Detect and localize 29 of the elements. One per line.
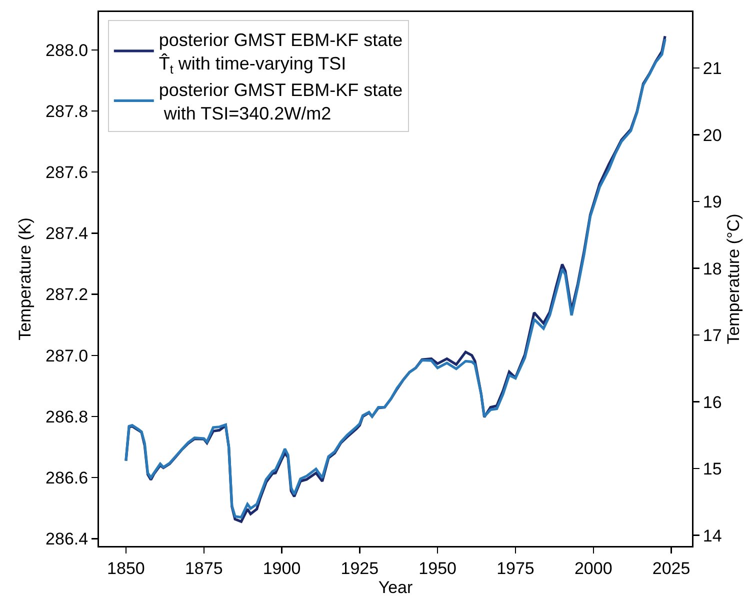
y-tick-label: 287.6 — [46, 163, 88, 182]
x-tick-label: 1925 — [340, 558, 379, 578]
y-axis-title: Temperature (K) — [15, 218, 34, 340]
y2-tick-label: 14 — [702, 526, 722, 546]
y-tick-label: 287.0 — [46, 346, 88, 366]
y2-tick-label: 20 — [702, 126, 722, 145]
x-tick-label: 2025 — [652, 558, 690, 578]
y2-tick-label: 16 — [702, 392, 722, 412]
y2-axis-title: Temperature (°C) — [724, 214, 743, 344]
y-tick-label: 287.4 — [46, 224, 88, 244]
x-tick-label: 1900 — [262, 558, 301, 578]
x-tick-label: 1975 — [496, 558, 534, 578]
x-tick-label: 2000 — [574, 558, 612, 578]
y2-tick-label: 18 — [702, 259, 722, 278]
x-tick-label: 1950 — [418, 558, 456, 578]
y-tick-label: 286.4 — [46, 530, 88, 549]
x-tick-label: 1850 — [107, 558, 145, 578]
legend-label: posterior GMST EBM-KF state with TSI=340.2W/m2 — [158, 80, 403, 124]
y-tick-label: 286.6 — [46, 468, 88, 488]
y2-tick-label: 21 — [702, 59, 722, 78]
y2-tick-label: 19 — [702, 192, 722, 212]
x-axis-title: Year — [378, 578, 414, 597]
y2-tick-label: 15 — [702, 460, 722, 479]
y-tick-label: 286.8 — [46, 407, 88, 426]
y-tick-label: 287.8 — [46, 102, 88, 121]
y2-tick-label: 17 — [702, 326, 722, 346]
y-tick-label: 288.0 — [46, 40, 88, 60]
y-tick-label: 287.2 — [46, 285, 88, 304]
x-tick-label: 1875 — [184, 558, 223, 578]
